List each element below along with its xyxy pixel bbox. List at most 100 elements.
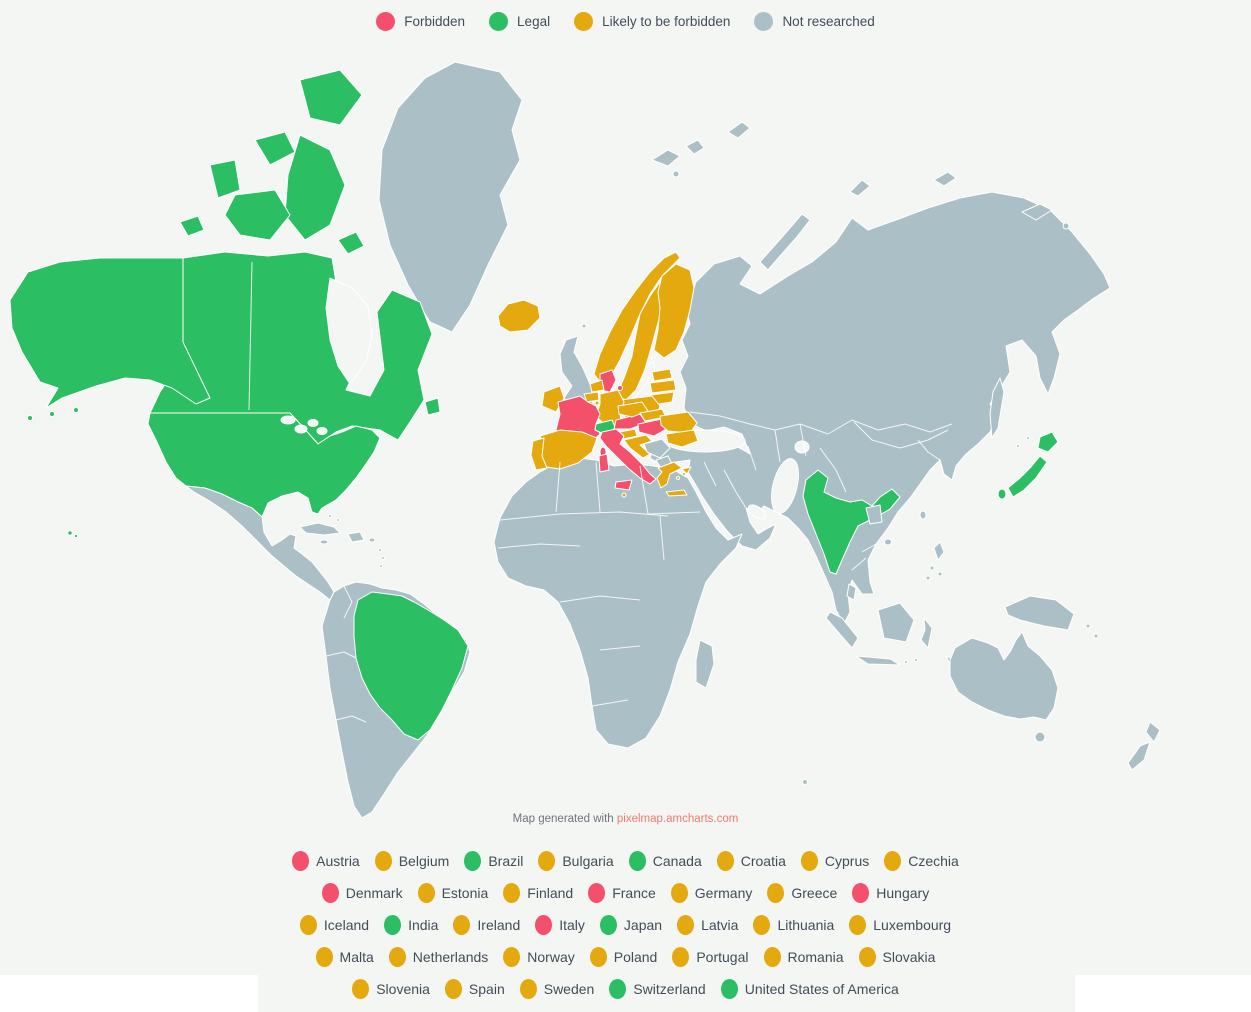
philippine-island[interactable]: [937, 571, 943, 577]
map-region-cuba[interactable]: [299, 522, 341, 536]
country-item-poland[interactable]: Poland: [589, 947, 657, 967]
map-region-estonia[interactable]: [651, 368, 673, 382]
antilles-island[interactable]: [381, 556, 385, 560]
country-item-india[interactable]: India: [384, 915, 438, 935]
country-item-latvia[interactable]: Latvia: [677, 915, 738, 935]
arctic-island[interactable]: [1021, 203, 1053, 221]
country-item-germany[interactable]: Germany: [670, 883, 752, 903]
map-region-kerguelen[interactable]: [802, 779, 808, 785]
map-region-borneo[interactable]: [877, 602, 915, 643]
country-item-croatia[interactable]: Croatia: [716, 851, 786, 871]
svalbard-island[interactable]: [672, 170, 680, 178]
country-item-finland[interactable]: Finland: [503, 883, 573, 903]
map-region-sulawesi[interactable]: [920, 617, 933, 649]
arctic-island[interactable]: [1062, 222, 1070, 230]
country-item-netherlands[interactable]: Netherlands: [388, 947, 488, 967]
map-region-malta[interactable]: [621, 492, 627, 498]
map-region-finland[interactable]: [653, 263, 695, 359]
country-item-cyprus[interactable]: Cyprus: [800, 851, 869, 871]
antilles-island[interactable]: [379, 564, 383, 568]
kuril-island[interactable]: [1026, 436, 1030, 440]
aegean-island[interactable]: [682, 472, 686, 476]
aleutian-island[interactable]: [27, 415, 33, 421]
map-region-greece[interactable]: [656, 461, 683, 489]
country-item-iceland[interactable]: Iceland: [299, 915, 369, 935]
map-region-iceland[interactable]: [497, 299, 541, 333]
map-region-croatia[interactable]: [623, 434, 653, 459]
map-region-crete[interactable]: [665, 489, 688, 497]
map-region-netherlands[interactable]: [589, 379, 605, 393]
svalbard-island[interactable]: [651, 149, 681, 167]
country-item-switzerland[interactable]: Switzerland: [609, 979, 706, 999]
arctic-island[interactable]: [727, 121, 751, 139]
country-item-sweden[interactable]: Sweden: [519, 979, 594, 999]
map-region-hainan[interactable]: [884, 538, 892, 546]
bahamas-island[interactable]: [328, 514, 332, 518]
solomon-island[interactable]: [1093, 633, 1099, 639]
country-item-malta[interactable]: Malta: [315, 947, 374, 967]
country-item-hungary[interactable]: Hungary: [852, 883, 929, 903]
map-region-portugal[interactable]: [530, 437, 548, 471]
aleutian-island[interactable]: [73, 407, 79, 413]
map-region-bulgaria[interactable]: [665, 429, 699, 448]
country-item-spain[interactable]: Spain: [444, 979, 505, 999]
country-item-slovakia[interactable]: Slovakia: [858, 947, 935, 967]
bahamas-island[interactable]: [336, 518, 340, 522]
country-item-canada[interactable]: Canada: [628, 851, 702, 871]
map-region-bosnia-serbia[interactable]: [643, 438, 671, 459]
map-region-norway[interactable]: [593, 251, 681, 383]
map-region-india[interactable]: [802, 469, 901, 575]
indonesian-island[interactable]: [914, 658, 918, 662]
map-region-luxembourg[interactable]: [594, 400, 600, 406]
map-region-latvia[interactable]: [649, 379, 677, 394]
country-item-norway[interactable]: Norway: [503, 947, 575, 967]
map-region-sakhalin[interactable]: [989, 377, 1005, 439]
map-region-java[interactable]: [855, 655, 901, 666]
antilles-island[interactable]: [378, 548, 382, 552]
map-region-puerto-rico[interactable]: [368, 537, 376, 543]
kuril-island[interactable]: [1016, 444, 1020, 448]
indonesian-island[interactable]: [904, 660, 908, 664]
country-item-italy[interactable]: Italy: [535, 915, 585, 935]
map-region-jamaica[interactable]: [319, 539, 329, 545]
map-region-australia[interactable]: [949, 631, 1059, 721]
country-item-france[interactable]: France: [588, 883, 656, 903]
map-region-taiwan[interactable]: [919, 510, 927, 520]
country-item-bulgaria[interactable]: Bulgaria: [538, 851, 614, 871]
map-region-mexico-central-america[interactable]: [185, 485, 335, 601]
country-item-czechia[interactable]: Czechia: [884, 851, 959, 871]
country-item-romania[interactable]: Romania: [763, 947, 844, 967]
svalbard-island[interactable]: [685, 139, 705, 155]
map-region-tasmania[interactable]: [1034, 731, 1046, 743]
hawaii-island[interactable]: [73, 533, 79, 539]
map-region-sumatra[interactable]: [825, 611, 859, 649]
country-item-lithuania[interactable]: Lithuania: [753, 915, 834, 935]
country-item-luxembourg[interactable]: Luxembourg: [849, 915, 951, 935]
map-region-sri-lanka[interactable]: [846, 583, 857, 601]
map-region-newfoundland[interactable]: [424, 397, 441, 416]
map-region-sicily[interactable]: [614, 479, 633, 491]
map-region-alaska[interactable]: [9, 257, 211, 409]
country-item-belgium[interactable]: Belgium: [374, 851, 449, 871]
map-region-madagascar[interactable]: [695, 639, 715, 689]
country-item-estonia[interactable]: Estonia: [417, 883, 488, 903]
map-region-sardinia[interactable]: [598, 453, 610, 473]
solomon-island[interactable]: [1085, 623, 1091, 629]
hawaii-island[interactable]: [67, 530, 73, 536]
map-region-cyprus[interactable]: [681, 466, 692, 475]
map-region-japan-kyushu[interactable]: [997, 488, 1007, 500]
map-region-bangladesh[interactable]: [865, 504, 883, 525]
country-item-austria[interactable]: Austria: [292, 851, 360, 871]
aleutian-island[interactable]: [49, 411, 55, 417]
country-item-denmark[interactable]: Denmark: [321, 883, 403, 903]
map-region-brazil[interactable]: [353, 591, 469, 741]
country-item-portugal[interactable]: Portugal: [672, 947, 749, 967]
arctic-island[interactable]: [933, 171, 957, 187]
philippine-island[interactable]: [929, 565, 935, 571]
danish-island[interactable]: [617, 385, 623, 391]
country-item-greece[interactable]: Greece: [767, 883, 837, 903]
map-region-africa[interactable]: [493, 457, 743, 749]
map-region-japan-hokkaido[interactable]: [1037, 431, 1059, 453]
country-item-slovenia[interactable]: Slovenia: [352, 979, 430, 999]
map-region-belgium[interactable]: [583, 391, 600, 403]
